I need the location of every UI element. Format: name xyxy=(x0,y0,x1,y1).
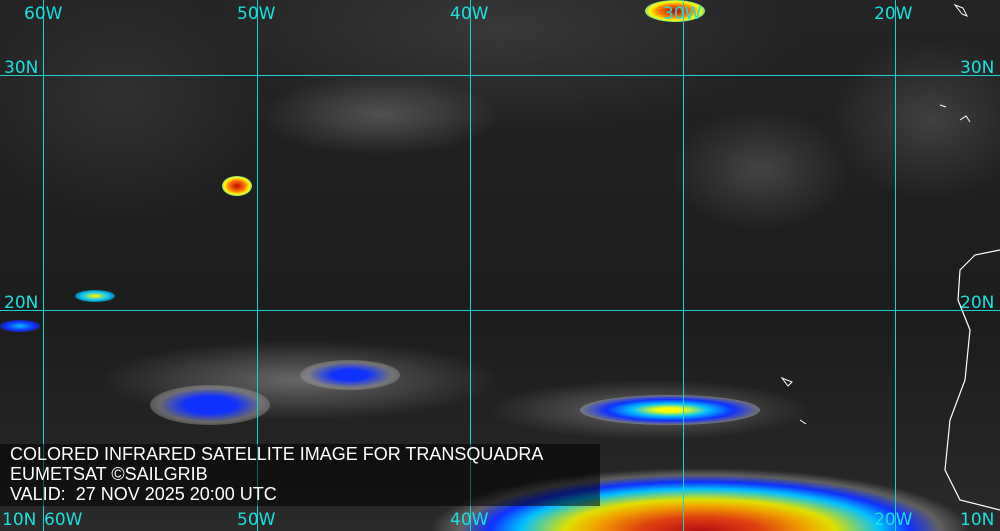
label-60w-bottom: 60W xyxy=(44,510,83,530)
meridian-30w xyxy=(683,0,684,531)
cloud-cell xyxy=(222,176,252,196)
africa-coastline xyxy=(944,249,1000,511)
cloud-cell xyxy=(645,0,705,22)
cloud-cell xyxy=(75,290,115,302)
label-30n-right: 30N xyxy=(960,58,995,78)
parallel-20n xyxy=(0,310,1000,311)
label-20w-bottom: 20W xyxy=(874,510,913,530)
caption-title: COLORED INFRARED SATELLITE IMAGE FOR TRA… xyxy=(10,444,544,464)
label-60w-top: 60W xyxy=(24,4,63,24)
label-30n-left: 30N xyxy=(4,58,39,78)
image-caption: COLORED INFRARED SATELLITE IMAGE FOR TRA… xyxy=(0,444,600,506)
parallel-30n xyxy=(0,75,1000,76)
meridian-40w xyxy=(470,0,471,531)
label-50w-bottom: 50W xyxy=(237,510,276,530)
meridian-50w xyxy=(257,0,258,531)
label-20n-left: 20N xyxy=(4,293,39,313)
label-10n-right: 10N xyxy=(960,510,995,530)
islands xyxy=(780,3,971,425)
label-20n-right: 20N xyxy=(960,293,995,313)
label-50w-top: 50W xyxy=(237,4,276,24)
cloud-cell xyxy=(0,320,40,332)
label-20w-top: 20W xyxy=(874,4,913,24)
caption-source: EUMETSAT ©SAILGRIB xyxy=(10,464,208,484)
label-40w-bottom: 40W xyxy=(450,510,489,530)
meridian-60w xyxy=(43,0,44,531)
label-10n-left: 10N xyxy=(2,510,37,530)
label-30w-top: 30W xyxy=(663,4,702,24)
cloud-cell xyxy=(150,385,270,425)
cloud-cell xyxy=(300,360,400,390)
cloud-cell xyxy=(580,395,760,425)
meridian-20w xyxy=(895,0,896,531)
caption-valid-time: VALID: 27 NOV 2025 20:00 UTC xyxy=(10,484,277,504)
label-40w-top: 40W xyxy=(450,4,489,24)
